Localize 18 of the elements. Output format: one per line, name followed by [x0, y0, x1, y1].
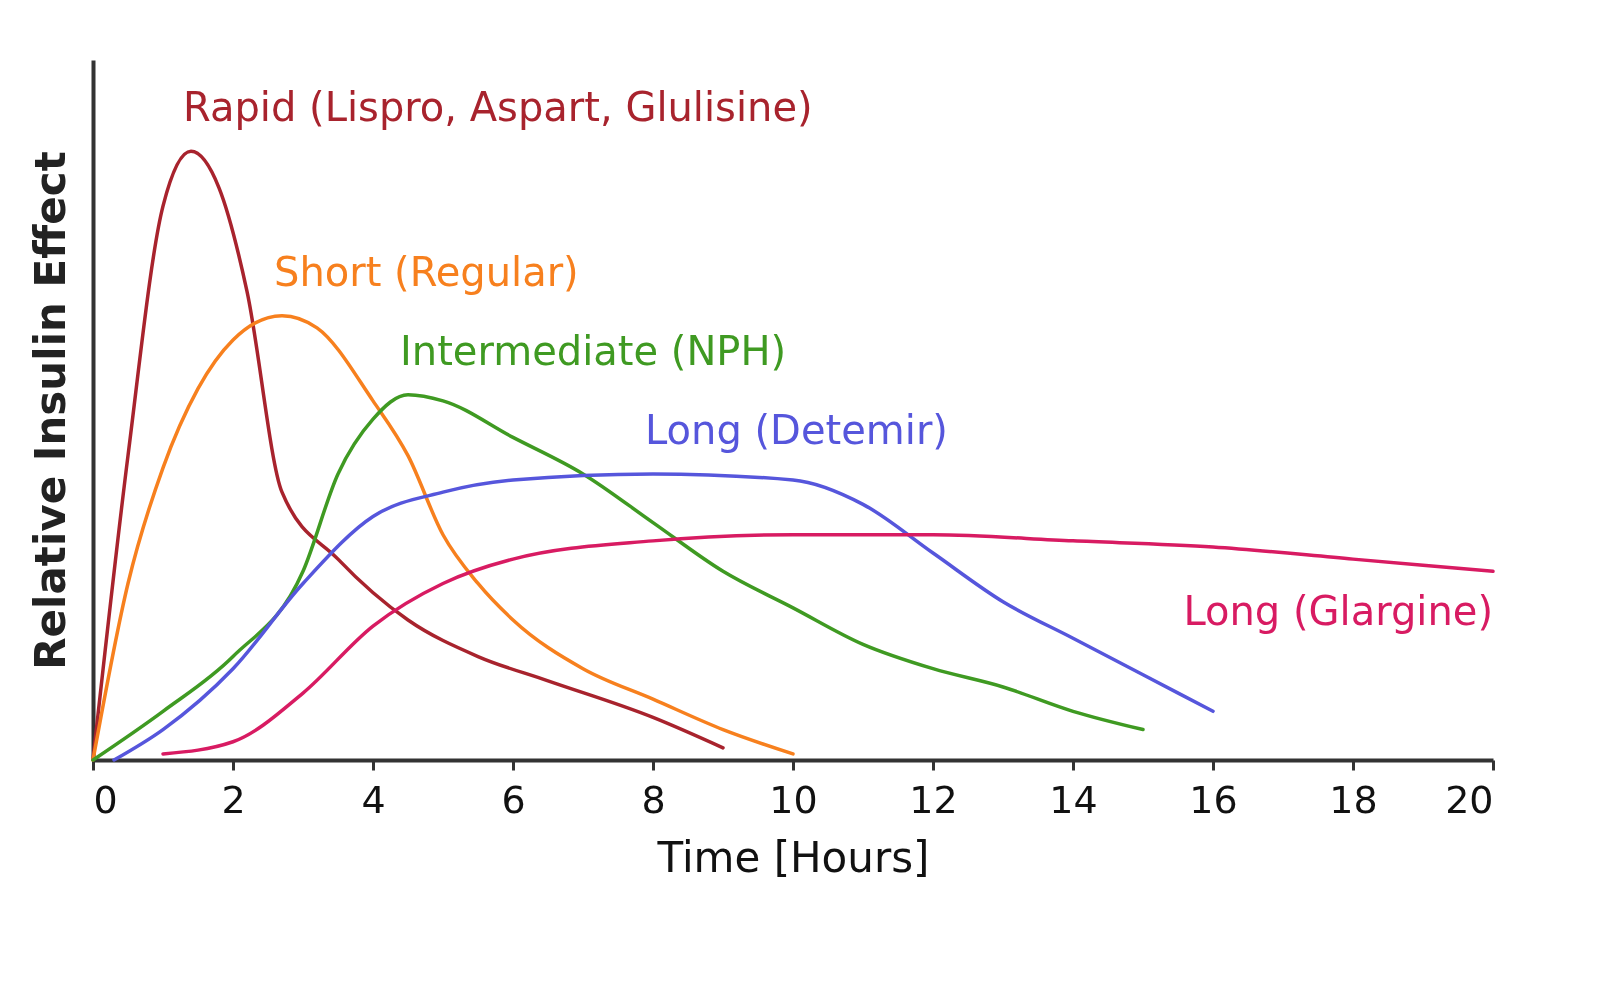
y-axis-title: Relative Insulin Effect — [25, 151, 75, 670]
series-label: Long (Detemir) — [645, 406, 948, 453]
series-label: Long (Glargine) — [1183, 588, 1493, 635]
x-tick-label: 6 — [501, 777, 526, 822]
x-tick-label: 14 — [1049, 777, 1098, 822]
series-label: Intermediate (NPH) — [400, 327, 787, 374]
x-tick-label: 8 — [641, 777, 666, 822]
x-tick-label: 4 — [361, 777, 386, 822]
x-axis-title: Time [Hours] — [656, 832, 930, 882]
x-tick-label: 0 — [93, 777, 118, 822]
x-tick-label: 16 — [1189, 777, 1238, 822]
x-tick-label: 18 — [1329, 777, 1378, 822]
x-tick-label: 12 — [909, 777, 958, 822]
x-tick-label: 2 — [221, 777, 246, 822]
series-label: Short (Regular) — [274, 248, 579, 295]
x-tick-label: 20 — [1445, 777, 1494, 822]
series-label: Rapid (Lispro, Aspart, Glulisine) — [183, 84, 813, 131]
x-tick-label: 10 — [769, 777, 818, 822]
